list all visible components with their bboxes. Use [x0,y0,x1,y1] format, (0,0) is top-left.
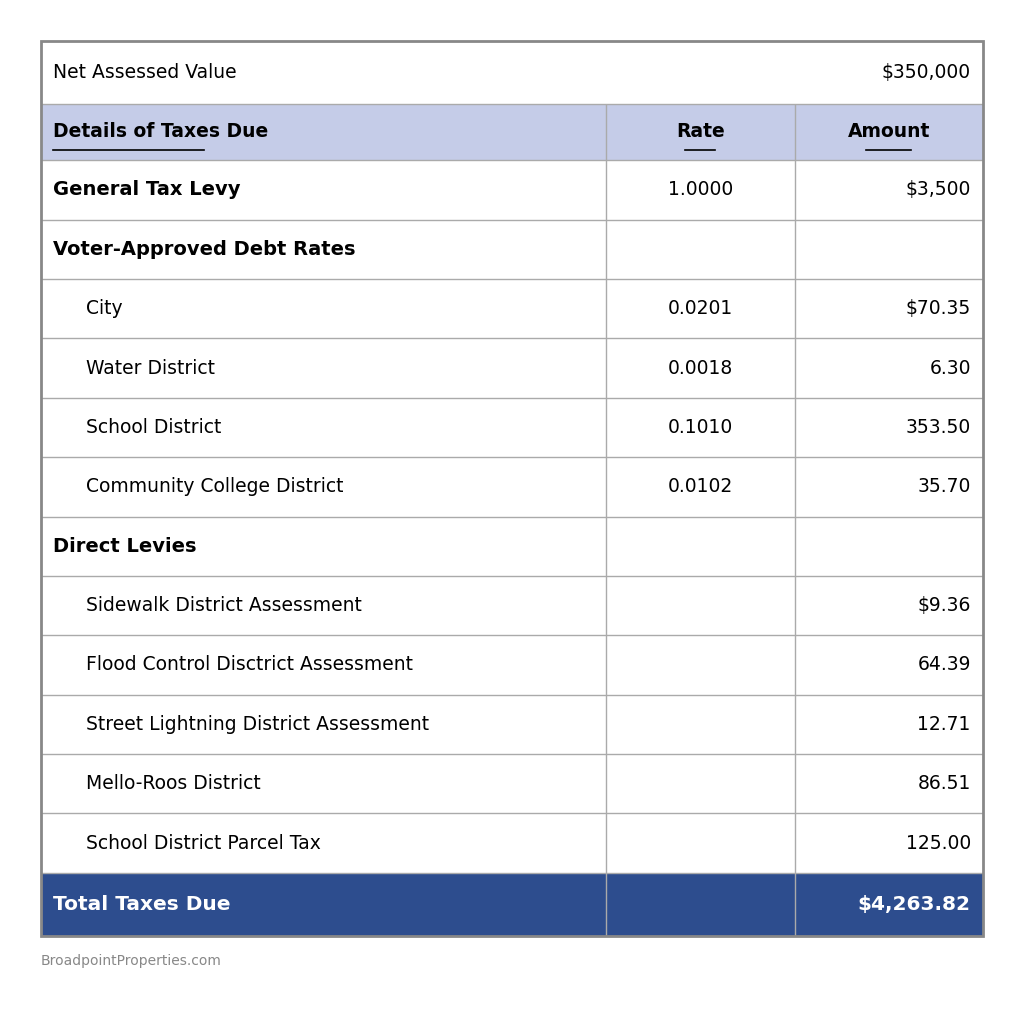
Bar [41,339,983,398]
Bar [41,458,983,517]
Text: 353.50: 353.50 [905,418,971,437]
Text: 64.39: 64.39 [918,656,971,674]
Bar [41,104,983,161]
Bar [41,576,983,636]
Text: Amount: Amount [848,122,930,141]
Text: City: City [86,299,123,318]
Text: 0.0201: 0.0201 [668,299,733,318]
Bar [41,220,983,279]
Text: Total Taxes Due: Total Taxes Due [53,895,230,913]
Text: Rate: Rate [676,122,725,141]
Text: Water District: Water District [86,359,215,377]
Text: Net Assessed Value: Net Assessed Value [53,63,237,81]
Text: 1.0000: 1.0000 [668,180,733,199]
Text: Direct Levies: Direct Levies [53,537,197,555]
Text: $4,263.82: $4,263.82 [858,895,971,913]
Text: 125.00: 125.00 [905,834,971,852]
Bar [41,41,983,104]
Text: 0.0102: 0.0102 [668,477,733,496]
Bar [41,695,983,754]
Text: 86.51: 86.51 [918,774,971,793]
Bar [41,517,983,576]
Text: Voter-Approved Debt Rates: Voter-Approved Debt Rates [53,240,355,259]
Text: Community College District: Community College District [86,477,344,496]
Text: 0.0018: 0.0018 [668,359,733,377]
Text: Sidewalk District Assessment: Sidewalk District Assessment [86,596,362,615]
Text: $9.36: $9.36 [918,596,971,615]
Text: $3,500: $3,500 [905,180,971,199]
Text: $70.35: $70.35 [905,299,971,318]
Text: 6.30: 6.30 [929,359,971,377]
Text: 0.1010: 0.1010 [668,418,733,437]
Text: Flood Control Disctrict Assessment: Flood Control Disctrict Assessment [86,656,414,674]
Bar [41,636,983,695]
Text: $350,000: $350,000 [882,63,971,81]
Bar [41,161,983,220]
Bar [41,754,983,814]
Bar [41,279,983,339]
Text: 12.71: 12.71 [918,715,971,734]
Bar [41,873,983,936]
Text: BroadpointProperties.com: BroadpointProperties.com [41,954,222,968]
Text: Street Lightning District Assessment: Street Lightning District Assessment [86,715,429,734]
Bar [41,814,983,873]
Bar [41,41,983,936]
Text: Mello-Roos District: Mello-Roos District [86,774,261,793]
Bar [41,398,983,458]
Text: Details of Taxes Due: Details of Taxes Due [53,122,268,141]
Text: 35.70: 35.70 [918,477,971,496]
Text: General Tax Levy: General Tax Levy [53,180,241,199]
Text: School District: School District [86,418,221,437]
Text: School District Parcel Tax: School District Parcel Tax [86,834,322,852]
